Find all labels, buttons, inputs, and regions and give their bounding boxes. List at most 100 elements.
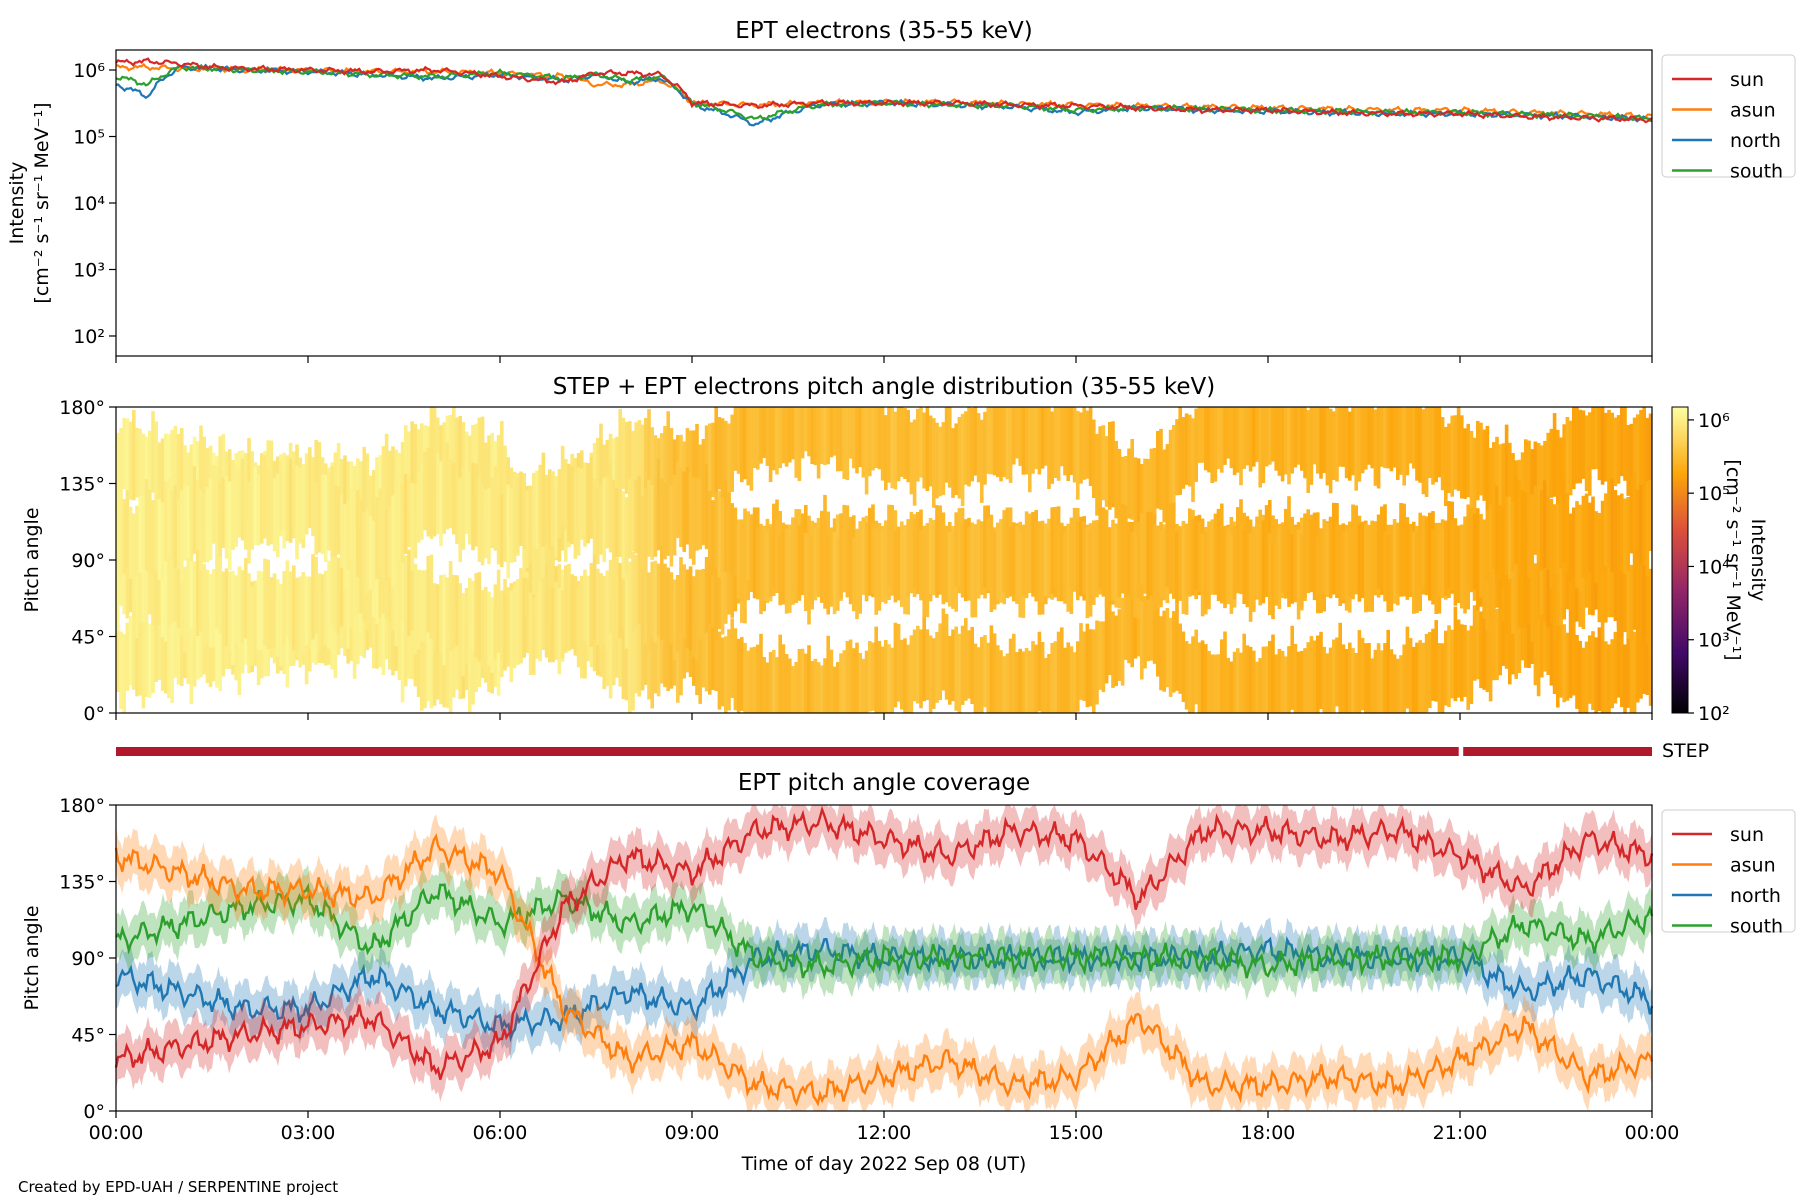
heatmap-cell xyxy=(1274,537,1278,606)
heatmap-cell xyxy=(749,514,754,593)
heatmap-cell xyxy=(1536,486,1541,561)
heatmap-cell xyxy=(1408,638,1413,713)
heatmap-cell xyxy=(1066,523,1070,612)
heatmap-cell xyxy=(935,422,939,499)
heatmap-cell xyxy=(1207,521,1211,591)
heatmap-cell xyxy=(279,584,283,667)
heatmap-cell xyxy=(458,415,462,492)
heatmap-cell xyxy=(740,519,744,601)
step-bar-panel: STEP xyxy=(116,740,1709,762)
heatmap-cell xyxy=(1444,520,1448,596)
heatmap-cell xyxy=(423,624,427,709)
heatmap-cell xyxy=(448,459,453,529)
heatmap-cell xyxy=(1636,414,1640,504)
heatmap-cell xyxy=(733,407,738,471)
legend-label-sun: sun xyxy=(1730,69,1764,91)
heatmap-cell xyxy=(1245,407,1250,466)
heatmap-cell xyxy=(407,549,411,636)
heatmap-cell xyxy=(1312,407,1317,465)
heatmap-cell xyxy=(1549,499,1554,589)
heatmap-cell xyxy=(1088,407,1093,486)
y-tick-label: 0° xyxy=(83,1101,105,1123)
x-tick-label: 00:00 xyxy=(89,1122,144,1144)
heatmap-cell xyxy=(1060,532,1064,602)
heatmap-cell xyxy=(180,568,184,637)
heatmap-cell xyxy=(708,539,712,624)
heatmap-cell xyxy=(135,427,139,498)
heatmap-cell xyxy=(855,642,859,713)
heatmap-cell xyxy=(272,478,277,552)
heatmap-cell xyxy=(1309,519,1314,593)
heatmap-cell xyxy=(573,471,578,559)
heatmap-cell xyxy=(1344,649,1349,713)
pad-panel: STEP + EPT electrons pitch angle distrib… xyxy=(21,374,1769,725)
heatmap-cell xyxy=(1152,523,1157,612)
heatmap-cell xyxy=(404,555,408,632)
heatmap-cell xyxy=(692,576,696,658)
heatmap-cell xyxy=(493,466,498,551)
heatmap-cell xyxy=(1194,408,1198,482)
heatmap-cell xyxy=(1447,501,1451,588)
heatmap-cell xyxy=(599,485,603,555)
heatmap-cell xyxy=(407,431,411,502)
heatmap-cell xyxy=(474,463,478,547)
heatmap-cell xyxy=(1386,407,1390,469)
heatmap-cell xyxy=(1440,417,1445,491)
intensity-title: EPT electrons (35-55 keV) xyxy=(735,18,1032,44)
heatmap-cell xyxy=(461,422,466,492)
heatmap-cell xyxy=(141,496,146,569)
legend-label-sun: sun xyxy=(1730,824,1764,846)
heatmap-cell xyxy=(605,476,610,549)
heatmap-cell xyxy=(1421,515,1426,586)
heatmap-cell xyxy=(1517,538,1522,628)
heatmap-cell xyxy=(1623,407,1627,481)
heatmap-cell xyxy=(1005,653,1010,713)
heatmap-cell xyxy=(1165,444,1170,519)
heatmap-cell xyxy=(1085,410,1090,479)
heatmap-cell xyxy=(970,522,974,618)
heatmap-cell xyxy=(906,409,910,483)
heatmap-cell xyxy=(423,570,427,642)
heatmap-cell xyxy=(317,573,322,651)
heatmap-cell xyxy=(650,427,654,505)
heatmap-cell xyxy=(330,466,334,557)
heatmap-cell xyxy=(1232,407,1237,476)
heatmap-cell xyxy=(1424,633,1429,713)
y-tick-label: 180° xyxy=(59,397,105,419)
heatmap-cell xyxy=(1197,521,1202,592)
heatmap-cell xyxy=(308,576,312,649)
heatmap-cell xyxy=(842,515,846,593)
heatmap-cell xyxy=(407,478,411,547)
heatmap-cell xyxy=(1578,504,1582,591)
heatmap-cell xyxy=(1146,458,1150,538)
heatmap-cell xyxy=(266,468,270,546)
heatmap-cell xyxy=(599,423,603,517)
heatmap-cell xyxy=(564,459,568,531)
heatmap-cell xyxy=(1060,627,1064,713)
heatmap-cell xyxy=(1620,493,1624,572)
heatmap-cell xyxy=(628,479,632,559)
heatmap-cell xyxy=(1156,525,1160,609)
heatmap-cell xyxy=(1581,495,1586,578)
heatmap-cell xyxy=(400,483,405,563)
heatmap-cell xyxy=(663,483,667,560)
heatmap-cell xyxy=(733,507,738,577)
heatmap-cell xyxy=(1472,513,1477,590)
heatmap-cell xyxy=(1370,658,1374,713)
heatmap-cell xyxy=(1444,630,1448,706)
heatmap-cell xyxy=(1008,638,1013,713)
heatmap-cell xyxy=(186,556,190,633)
heatmap-cell xyxy=(119,631,123,709)
heatmap-cell xyxy=(1325,407,1330,486)
heatmap-cell xyxy=(890,647,894,713)
heatmap-cell xyxy=(570,575,574,649)
series-north-line xyxy=(115,935,1654,1043)
heatmap-cell xyxy=(621,622,626,700)
heatmap-cell xyxy=(836,662,840,713)
heatmap-cell xyxy=(951,629,955,702)
series-sun-line xyxy=(115,57,1653,124)
heatmap-cell xyxy=(756,407,760,470)
heatmap-cell xyxy=(749,647,754,713)
heatmap-cell xyxy=(1258,658,1262,713)
heatmap-cell xyxy=(1338,525,1342,606)
